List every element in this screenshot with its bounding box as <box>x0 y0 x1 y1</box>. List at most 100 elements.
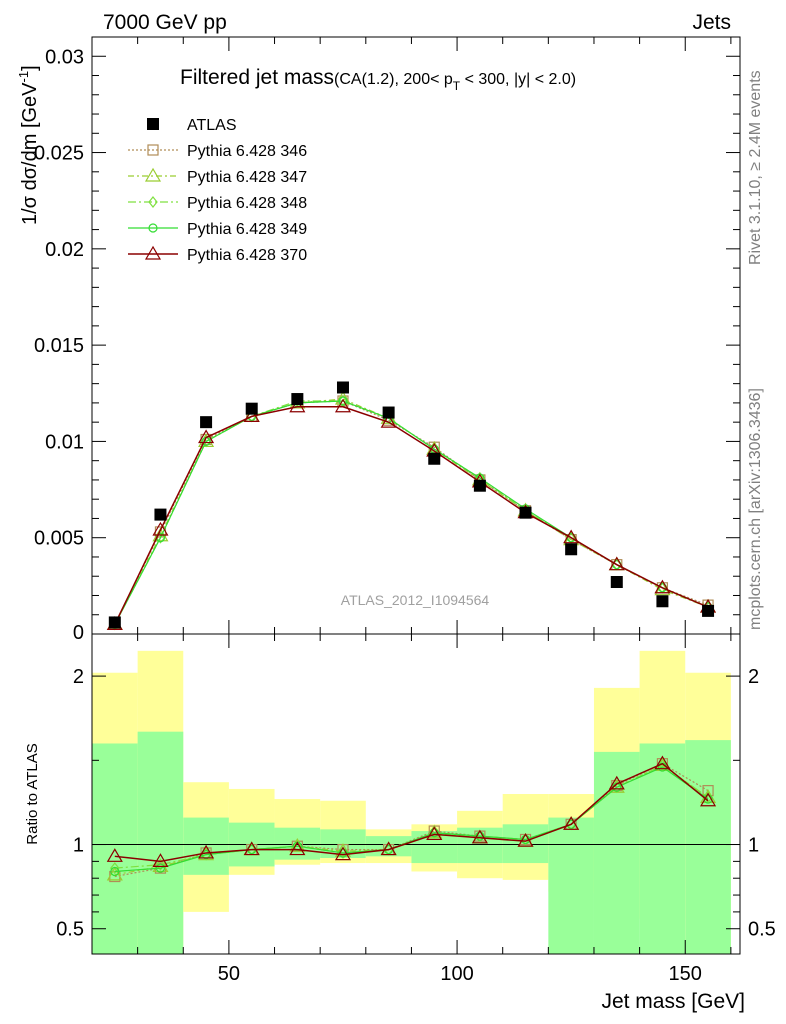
main-panel: 0.005 0.01 0.015 0.02 0.025 0.03 0 ATLAS_2012_… <box>16 36 741 644</box>
ratio-point-s349-2 <box>201 850 211 860</box>
point-s370-4 <box>289 398 306 413</box>
legend-label: Pythia 6.428 347 <box>187 169 307 186</box>
ratio-point-s370-4 <box>289 841 306 856</box>
point-data-13 <box>702 604 715 617</box>
band-inner-11 <box>593 751 640 954</box>
point-s370-2 <box>198 429 215 444</box>
mcplots-label: mcplots.cern.ch [arXiv:1306.3436] <box>747 388 764 630</box>
legend-item-s348: Pythia 6.428 348 <box>128 195 307 212</box>
ratio-line-s349 <box>114 766 709 873</box>
ratio-axis-ticks: 0.5 0.5 1 1 2 2 50 100 150 <box>56 634 776 985</box>
legend-item-s370: Pythia 6.428 370 <box>128 245 307 264</box>
legend-marker <box>148 196 158 208</box>
header-right: Jets <box>692 11 731 34</box>
ratio-point-s370-2 <box>198 844 215 859</box>
ratio-ytick-label-right: 2 <box>748 666 759 688</box>
watermark: ATLAS_2012_I1094564 <box>341 592 490 608</box>
header-left: 7000 GeV pp <box>103 11 227 34</box>
point-data-7 <box>428 452 441 465</box>
point-s370-11 <box>608 556 625 571</box>
legend-label: Pythia 6.428 348 <box>187 195 307 212</box>
ratio-point-s370-8 <box>471 829 488 844</box>
ratio-series <box>106 755 717 883</box>
line-s347 <box>114 398 709 625</box>
series-data <box>108 381 715 629</box>
point-data-0 <box>108 616 121 629</box>
ratio-point-s370-6 <box>380 841 397 856</box>
point-data-5 <box>336 381 349 394</box>
legend-marker <box>144 167 162 182</box>
ytick-label: 0.025 <box>34 143 84 165</box>
ratio-point-s349-13 <box>703 794 713 804</box>
legend-label: Pythia 6.428 370 <box>187 247 307 264</box>
ytick-label: 0.015 <box>34 335 84 357</box>
ratio-point-s370-1 <box>152 853 169 867</box>
point-data-2 <box>200 416 213 429</box>
ratio-point-s349-1 <box>155 863 166 873</box>
legend: ATLAS Pythia 6.428 346 Pythia 6.428 347 Pyt… <box>128 117 307 264</box>
ytick-label: 0.02 <box>45 239 84 261</box>
legend-marker <box>147 118 159 130</box>
point-s370-6 <box>380 413 397 428</box>
ratio-point-s370-9 <box>517 832 534 847</box>
ratio-ytick-label: 0.5 <box>56 919 84 941</box>
point-s349-5 <box>338 396 348 406</box>
ratio-bands <box>92 650 731 954</box>
ratio-point-s370-11 <box>608 775 625 790</box>
ratio-ylabel: Ratio to ATLAS <box>24 743 41 844</box>
ratio-point-s370-10 <box>563 816 580 830</box>
point-data-10 <box>565 543 578 556</box>
point-data-9 <box>519 506 532 519</box>
main-ylabel: 1/σ dσ/dm [GeV-1] <box>16 65 41 225</box>
legend-item-s349: Pythia 6.428 349 <box>128 221 307 238</box>
legend-label: Pythia 6.428 349 <box>187 221 307 238</box>
legend-marker <box>148 223 158 233</box>
line-s370 <box>114 406 709 625</box>
legend-item-data: ATLAS <box>147 117 237 134</box>
ratio-point-s349-8 <box>475 831 485 841</box>
main-axis-ticks: 0.005 0.01 0.015 0.02 0.025 0.03 0 <box>34 37 740 644</box>
legend-item-s346: Pythia 6.428 346 <box>128 143 307 160</box>
ratio-point-s370-12 <box>654 755 671 770</box>
point-s370-5 <box>334 398 352 413</box>
ratio-line-s346 <box>114 763 709 878</box>
ratio-point-s349-5 <box>338 848 348 858</box>
point-data-12 <box>656 595 669 608</box>
ytick-label: 0.01 <box>45 431 84 453</box>
ratio-ytick-label-right: 1 <box>748 835 759 857</box>
ratio-panel: 0.5 0.5 1 1 2 2 50 100 150 Ratio to ATLAS Jet ma… <box>24 633 776 1013</box>
band-inner-1 <box>137 731 184 954</box>
point-s370-10 <box>563 529 580 544</box>
ratio-series-s370 <box>106 755 717 867</box>
ratio-ytick-label: 2 <box>73 666 84 688</box>
ratio-ytick-label-right: 0.5 <box>748 919 776 941</box>
ratio-point-s348-0 <box>110 862 120 875</box>
x-axis-label: Jet mass [GeV] <box>601 990 745 1013</box>
ytick-label-zero: 0 <box>73 622 84 644</box>
point-s370-12 <box>654 579 671 594</box>
legend-label: Pythia 6.428 346 <box>187 143 307 160</box>
ratio-point-s349-7 <box>429 828 439 838</box>
ratio-series-s349 <box>110 762 713 877</box>
legend-label: ATLAS <box>187 117 237 134</box>
ratio-line-s370 <box>114 762 709 863</box>
ytick-label: 0.005 <box>34 528 84 550</box>
ratio-frame <box>91 633 741 955</box>
ratio-point-s370-13 <box>700 792 717 807</box>
ratio-ytick-label: 1 <box>73 835 84 857</box>
band-inner-8 <box>457 827 503 864</box>
point-s348-5 <box>338 395 348 407</box>
ratio-point-s348-4 <box>292 840 303 853</box>
point-s370-1 <box>152 521 169 536</box>
xtick-label: 100 <box>440 963 473 985</box>
legend-marker <box>147 144 159 156</box>
xtick-label: 150 <box>669 963 702 985</box>
xtick-label: 50 <box>218 963 240 985</box>
main-title: Filtered jet mass(CA(1.2), 200< pT < 300… <box>180 66 576 93</box>
ratio-point-s348-1 <box>155 858 166 871</box>
ratio-point-s370-3 <box>243 841 260 856</box>
point-data-6 <box>382 406 395 419</box>
band-inner-10 <box>548 817 594 954</box>
main-series <box>106 381 717 631</box>
